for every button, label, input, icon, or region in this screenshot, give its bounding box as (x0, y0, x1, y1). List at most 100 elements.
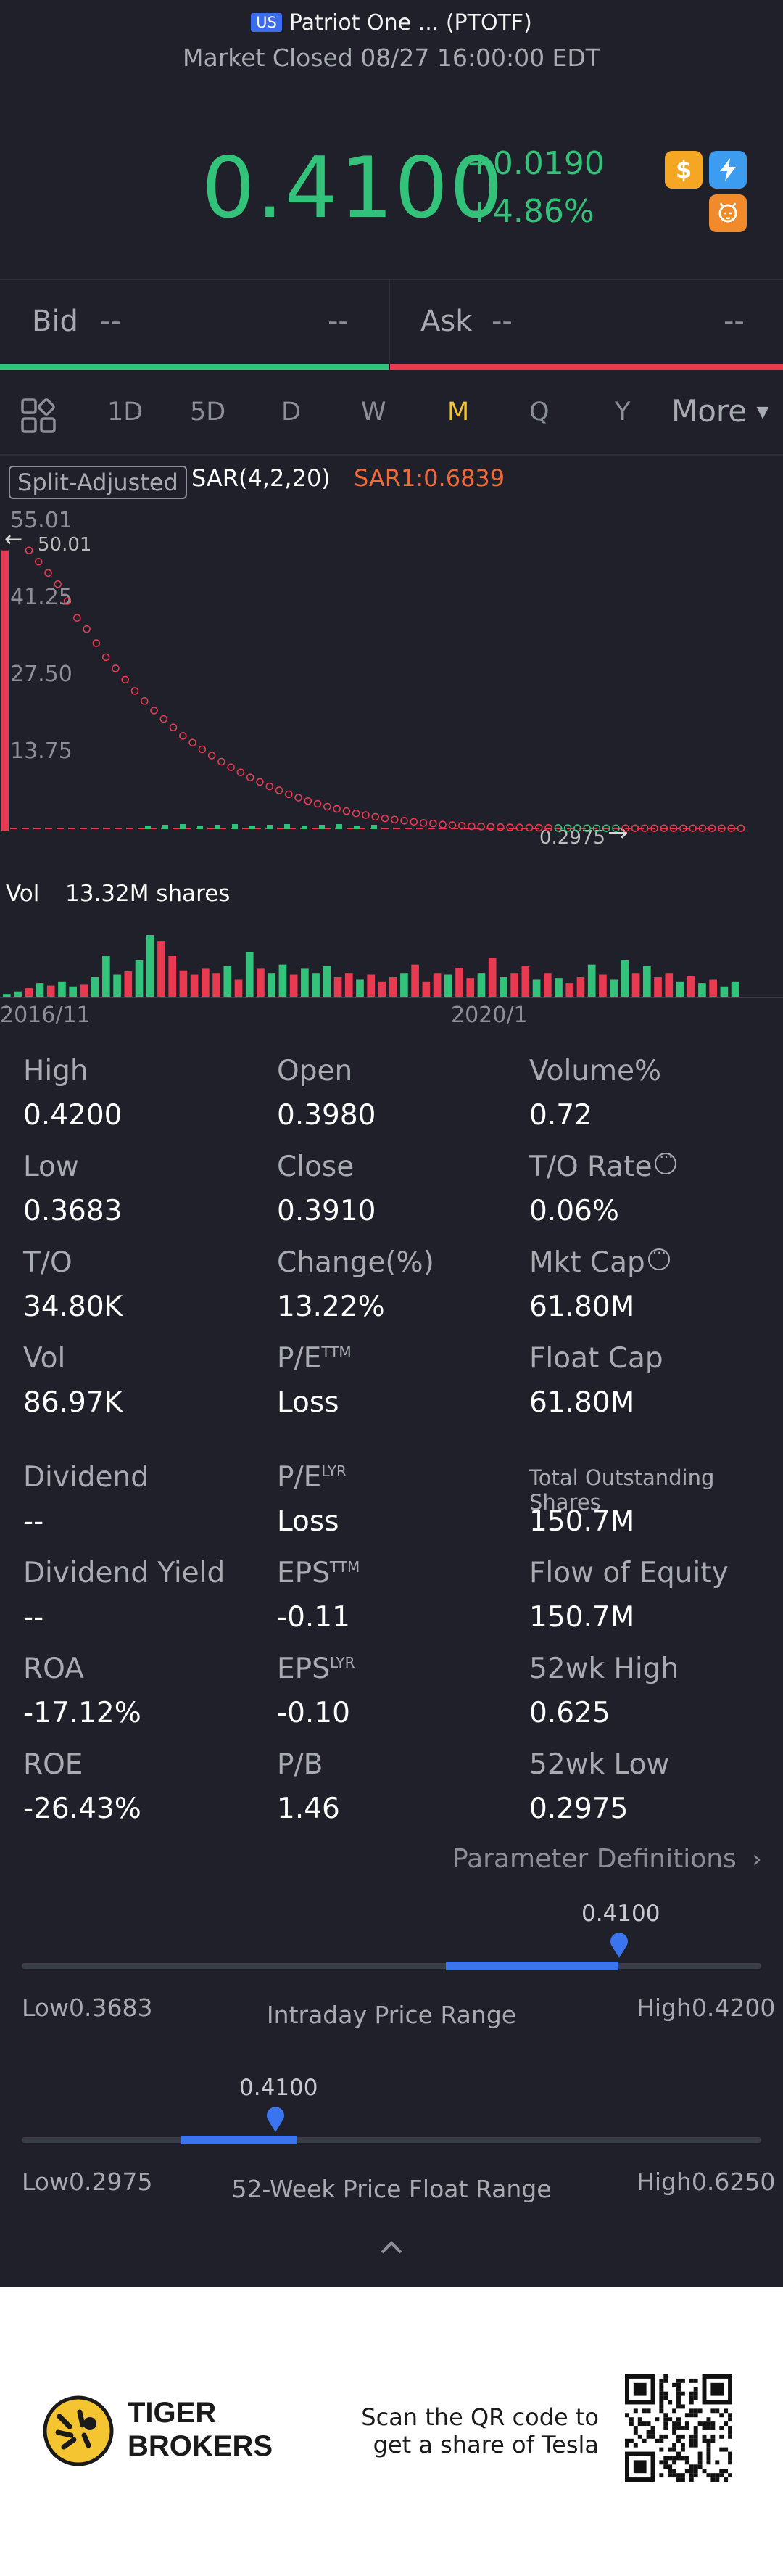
volume-bar (642, 966, 651, 998)
indicator-name[interactable]: SAR(4,2,20) (191, 464, 331, 492)
sar-dot (227, 763, 235, 772)
sar-dot (698, 824, 707, 833)
sar-dot (333, 805, 341, 813)
y-tick: 27.50 (10, 662, 72, 687)
stat-label: 52wk Low (529, 1748, 669, 1781)
grid-menu-icon[interactable] (20, 398, 57, 437)
low-value: 0.3683 (69, 1993, 153, 2022)
sar-dot (631, 824, 639, 833)
candle (1, 550, 9, 831)
stat-label-text: P/B (277, 1748, 323, 1781)
sar-dot (188, 738, 196, 746)
stat-label: ROE (23, 1748, 83, 1781)
volume-bar (665, 973, 674, 998)
stat-label-text: P/E (277, 1342, 322, 1375)
volume-bar (146, 935, 154, 998)
tab-y[interactable]: Y (615, 398, 631, 427)
parameter-definitions-link[interactable]: Parameter Definitions › (452, 1844, 762, 1874)
volume-chart[interactable] (0, 914, 783, 998)
stat-label-text: Open (277, 1055, 353, 1087)
split-adjusted-toggle[interactable]: Split-Adjusted (9, 466, 187, 499)
bid-strength-bar (0, 364, 389, 370)
price-chart[interactable] (0, 508, 783, 849)
volume-bar (455, 968, 463, 998)
stat-value: 0.625 (529, 1697, 610, 1729)
cta-line2: get a share of Tesla (373, 2431, 599, 2458)
volume-bar (543, 973, 552, 998)
y-tick: 55.01 (10, 508, 72, 533)
chevron-up-icon[interactable] (380, 2240, 403, 2258)
volume-bar (422, 981, 431, 998)
sar-dot (592, 824, 601, 833)
dollar-icon[interactable]: $ (665, 151, 703, 189)
tab-q[interactable]: Q (529, 398, 550, 427)
tab-w[interactable]: W (361, 398, 386, 427)
volume-bar (599, 974, 607, 998)
candle (215, 825, 220, 829)
stat-label-text: Close (277, 1151, 355, 1183)
volume-bar (234, 979, 243, 998)
stat-value: Loss (277, 1505, 339, 1538)
volume-label: Vol (6, 881, 40, 907)
info-icon[interactable] (655, 1148, 677, 1174)
sar-dot (689, 824, 697, 833)
sar-dot (140, 697, 149, 705)
sar-dot (121, 675, 130, 684)
bid-size: -- (328, 305, 349, 338)
volume-bar (389, 977, 397, 998)
qr-code-icon[interactable] (625, 2374, 732, 2482)
volume-bar (532, 979, 541, 998)
tab-m[interactable]: M (447, 398, 470, 427)
candle (336, 824, 342, 829)
volume-bar (510, 973, 518, 998)
sar-dot (525, 823, 534, 832)
candle (232, 824, 238, 829)
stat-label: Change(%) (277, 1246, 434, 1279)
info-icon[interactable] (647, 1244, 670, 1270)
sar-dot (304, 797, 312, 805)
tab-d[interactable]: D (281, 398, 301, 427)
sar-dot (198, 745, 207, 754)
stat-label-text: T/O (23, 1246, 72, 1279)
sar-dot (390, 815, 399, 824)
sar-dot (362, 811, 370, 819)
stat-label-text: ROA (23, 1653, 84, 1685)
volume-bar (500, 977, 508, 998)
tiger-icon[interactable] (709, 194, 747, 232)
sar-dot (313, 799, 322, 808)
sar-dot (439, 820, 447, 829)
stat-value: 0.72 (529, 1099, 592, 1132)
stock-title: US Patriot One ... (PTOTF) (0, 10, 783, 36)
tab-5d[interactable]: 5D (190, 398, 226, 427)
candle (284, 824, 290, 829)
volume-bar (411, 964, 419, 998)
stat-label: 52wk High (529, 1653, 679, 1685)
sar-dot (218, 757, 225, 766)
intraday-range-track (22, 1963, 761, 1969)
sar-dot (371, 812, 380, 821)
tab-1d[interactable]: 1D (107, 398, 144, 427)
sar-dot (486, 823, 495, 831)
indicator-value: SAR1:0.6839 (354, 464, 505, 492)
stat-label: Total Outstanding Shares (529, 1465, 783, 1515)
bid-label: Bid (32, 305, 78, 338)
stat-value: -- (23, 1601, 44, 1634)
volume-bar (25, 988, 33, 998)
volume-bar (102, 956, 110, 998)
candle (319, 825, 325, 829)
stat-label-text: High (23, 1055, 88, 1087)
intraday-range-title: Intraday Price Range (266, 2001, 517, 2029)
sar-dot (573, 824, 581, 832)
bidask-divider (389, 280, 390, 364)
stat-value: -- (23, 1505, 44, 1538)
lightning-icon[interactable] (709, 151, 747, 189)
tab-more[interactable]: More ▼ (671, 393, 768, 429)
sar-dot (179, 732, 187, 740)
volume-bar (168, 956, 177, 998)
candle (371, 825, 377, 829)
stat-label-text: P/E (277, 1461, 322, 1494)
stat-label: T/O Rate (529, 1148, 677, 1183)
stat-value: 0.3683 (23, 1195, 123, 1227)
volume-bar (521, 966, 530, 998)
sar-dot (535, 823, 543, 832)
